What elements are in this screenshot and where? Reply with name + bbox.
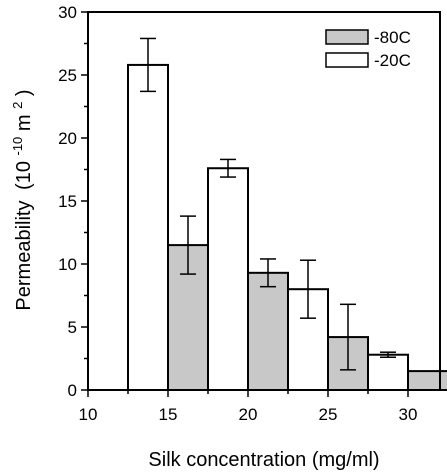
- x-tick-label: 25: [319, 405, 338, 424]
- bar-series-1-3: [407, 370, 447, 392]
- y-tick-label: 20: [58, 129, 77, 148]
- y-tick-label: 10: [58, 255, 77, 274]
- y-axis-title: Permeability (10 -10 m 2 ): [5, 89, 35, 310]
- y-tick-label: 0: [68, 381, 77, 400]
- bars-layer: [127, 63, 447, 392]
- bar-series-2-3: [367, 353, 409, 391]
- y-axis-title-unit: m: [13, 114, 35, 131]
- legend-swatch-2: [325, 52, 369, 68]
- x-tick-label: 30: [399, 405, 418, 424]
- x-tick-label: 20: [239, 405, 258, 424]
- y-axis-title-open: (10: [13, 161, 35, 190]
- y-axis-ticks: 0 5 10 15 20 25 30: [58, 3, 88, 400]
- bar-series-2-0: [127, 63, 169, 391]
- x-tick-label: 15: [159, 405, 178, 424]
- y-tick-label: 25: [58, 66, 77, 85]
- x-axis-title: Silk concentration (mg/ml): [148, 449, 379, 471]
- legend-swatch-1: [325, 29, 369, 45]
- bar-series-1-1: [247, 271, 289, 392]
- error-bars-layer: [140, 37, 396, 371]
- legend: -80C -20C: [325, 28, 411, 70]
- y-axis-title-exp2: 2: [10, 102, 25, 109]
- bar-series-2-1: [207, 167, 249, 391]
- y-axis-title-exp1: -10: [10, 137, 25, 156]
- legend-label-2: -20C: [374, 51, 411, 70]
- y-tick-label: 5: [68, 318, 77, 337]
- x-axis-ticks: 10 15 20 25 30: [79, 390, 418, 424]
- x-tick-label: 10: [79, 405, 98, 424]
- y-axis-title-main: Permeability: [13, 201, 35, 311]
- y-tick-label: 30: [58, 3, 77, 22]
- y-axis-title-close: ): [13, 89, 35, 96]
- legend-label-1: -80C: [374, 28, 411, 47]
- y-tick-label: 15: [58, 192, 77, 211]
